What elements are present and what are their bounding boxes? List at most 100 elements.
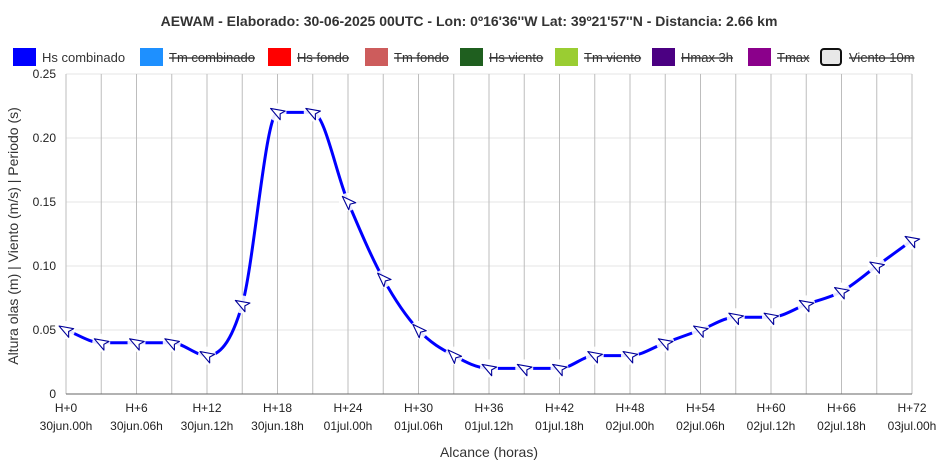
data-point-arrow[interactable] (723, 305, 748, 330)
legend-swatch (820, 48, 842, 66)
data-point-arrow[interactable] (759, 305, 784, 330)
legend-item[interactable]: Hs viento (460, 48, 543, 66)
x-tick-hour-label: H+36 (474, 401, 503, 415)
direction-arrow-icon (341, 195, 357, 211)
direction-arrow-icon (58, 325, 75, 338)
legend-label: Hs combinado (42, 50, 125, 65)
x-tick-date-label: 02jul.18h (817, 419, 866, 433)
x-tick-hour-label: H+60 (756, 401, 785, 415)
direction-arrow-icon (587, 351, 603, 364)
legend-item[interactable]: Viento 10m (820, 48, 915, 66)
data-point-arrow[interactable] (371, 266, 396, 291)
legend-label: Tm fondo (394, 50, 449, 65)
legend-swatch (555, 48, 578, 66)
direction-arrow-icon (447, 349, 463, 364)
data-point-arrow[interactable] (54, 318, 79, 343)
x-tick-hour-label: H+30 (404, 401, 433, 415)
grid (65, 73, 913, 395)
y-tick-label: 0.25 (33, 67, 57, 81)
legend-item[interactable]: Hmax 3h (652, 48, 733, 66)
x-tick-hour-label: H+54 (686, 401, 715, 415)
data-point-arrow[interactable] (900, 228, 925, 253)
data-point-arrow[interactable] (159, 331, 184, 356)
direction-arrow-icon (164, 338, 180, 351)
data-point-arrow[interactable] (441, 343, 466, 368)
legend-item[interactable]: Tm combinado (140, 48, 255, 66)
x-tick-date-label: 01jul.00h (324, 419, 373, 433)
data-point-arrow[interactable] (829, 279, 854, 304)
legend-label: Viento 10m (849, 50, 915, 65)
legend-label: Tm combinado (169, 50, 255, 65)
data-point-arrow[interactable] (582, 343, 607, 368)
direction-arrow-icon (270, 107, 286, 121)
x-tick-date-label: 01jul.06h (394, 419, 443, 433)
x-tick-hour-label: H+24 (333, 401, 362, 415)
chart-title: AEWAM - Elaborado: 30-06-2025 00UTC - Lo… (161, 13, 778, 29)
legend-swatch (140, 48, 163, 66)
x-tick-hour-label: H+42 (545, 401, 574, 415)
legend: Hs combinado Tm combinado Hs fondo Tm fondo… (13, 48, 915, 66)
legend-swatch (460, 48, 483, 66)
legend-label: Hs viento (489, 50, 543, 65)
data-point-arrow[interactable] (547, 356, 572, 381)
data-point-arrow[interactable] (195, 343, 220, 368)
data-point-arrow[interactable] (124, 331, 149, 356)
legend-label: Hmax 3h (681, 50, 733, 65)
direction-arrow-icon (869, 261, 885, 274)
legend-label: Tm viento (584, 50, 641, 65)
legend-item[interactable]: Tmax (748, 48, 810, 66)
x-tick-hour-label: H+48 (615, 401, 644, 415)
data-point-arrow[interactable] (864, 254, 889, 279)
legend-label: Hs fondo (297, 50, 349, 65)
direction-arrow-icon (693, 325, 709, 338)
legend-swatch (652, 48, 675, 66)
data-point-arrow[interactable] (653, 331, 678, 356)
x-tick-hour-label: H+6 (125, 401, 148, 415)
data-point-arrow[interactable] (300, 100, 325, 125)
legend-item[interactable]: Tm fondo (365, 48, 449, 66)
direction-arrow-icon (199, 351, 216, 364)
data-point-arrow[interactable] (512, 356, 537, 381)
x-tick-hour-label: H+18 (263, 401, 292, 415)
legend-swatch (365, 48, 388, 66)
legend-item[interactable]: Tm viento (555, 48, 641, 66)
y-tick-label: 0 (49, 387, 56, 401)
direction-arrow-icon (622, 351, 639, 364)
x-tick-date-label: 30jun.00h (40, 419, 93, 433)
data-point-arrow[interactable] (89, 331, 114, 356)
y-axis-ticks: 0 0.05 0.10 0.15 0.20 0.25 (33, 67, 57, 401)
x-tick-date-label: 01jul.12h (465, 419, 514, 433)
data-point-arrow[interactable] (618, 343, 643, 368)
y-tick-label: 0.05 (33, 323, 57, 337)
x-tick-date-label: 30jun.06h (110, 419, 163, 433)
x-axis-ticks: H+0 30jun.00h H+6 30jun.06h H+12 30jun.12h H+1… (40, 401, 937, 433)
legend-item[interactable]: Hs fondo (268, 48, 349, 66)
direction-arrow-icon (798, 299, 815, 313)
legend-swatch (748, 48, 771, 66)
direction-arrow-icon (516, 363, 533, 377)
data-point-arrow[interactable] (230, 292, 255, 317)
direction-arrow-icon (305, 107, 321, 121)
x-tick-date-label: 01jul.18h (535, 419, 584, 433)
legend-swatch (268, 48, 291, 66)
x-tick-hour-label: H+12 (192, 401, 221, 415)
direction-arrow-icon (234, 299, 251, 313)
data-point-arrow[interactable] (335, 189, 360, 214)
data-point-arrow[interactable] (265, 100, 290, 125)
x-tick-date-label: 03jul.00h (888, 419, 937, 433)
x-axis-title: Alcance (horas) (440, 444, 538, 460)
y-tick-label: 0.10 (33, 259, 57, 273)
direction-arrow-icon (834, 287, 850, 300)
x-tick-date-label: 02jul.06h (676, 419, 725, 433)
legend-item[interactable]: Hs combinado (13, 48, 125, 66)
x-tick-date-label: 02jul.00h (606, 419, 655, 433)
direction-arrow-icon (728, 312, 744, 326)
x-tick-hour-label: H+66 (827, 401, 856, 415)
data-point-arrow[interactable] (794, 292, 819, 317)
data-point-arrow[interactable] (688, 318, 713, 343)
data-point-arrow[interactable] (406, 317, 431, 342)
marker-layer (54, 100, 925, 381)
data-point-arrow[interactable] (477, 356, 502, 381)
direction-arrow-icon (412, 323, 427, 339)
